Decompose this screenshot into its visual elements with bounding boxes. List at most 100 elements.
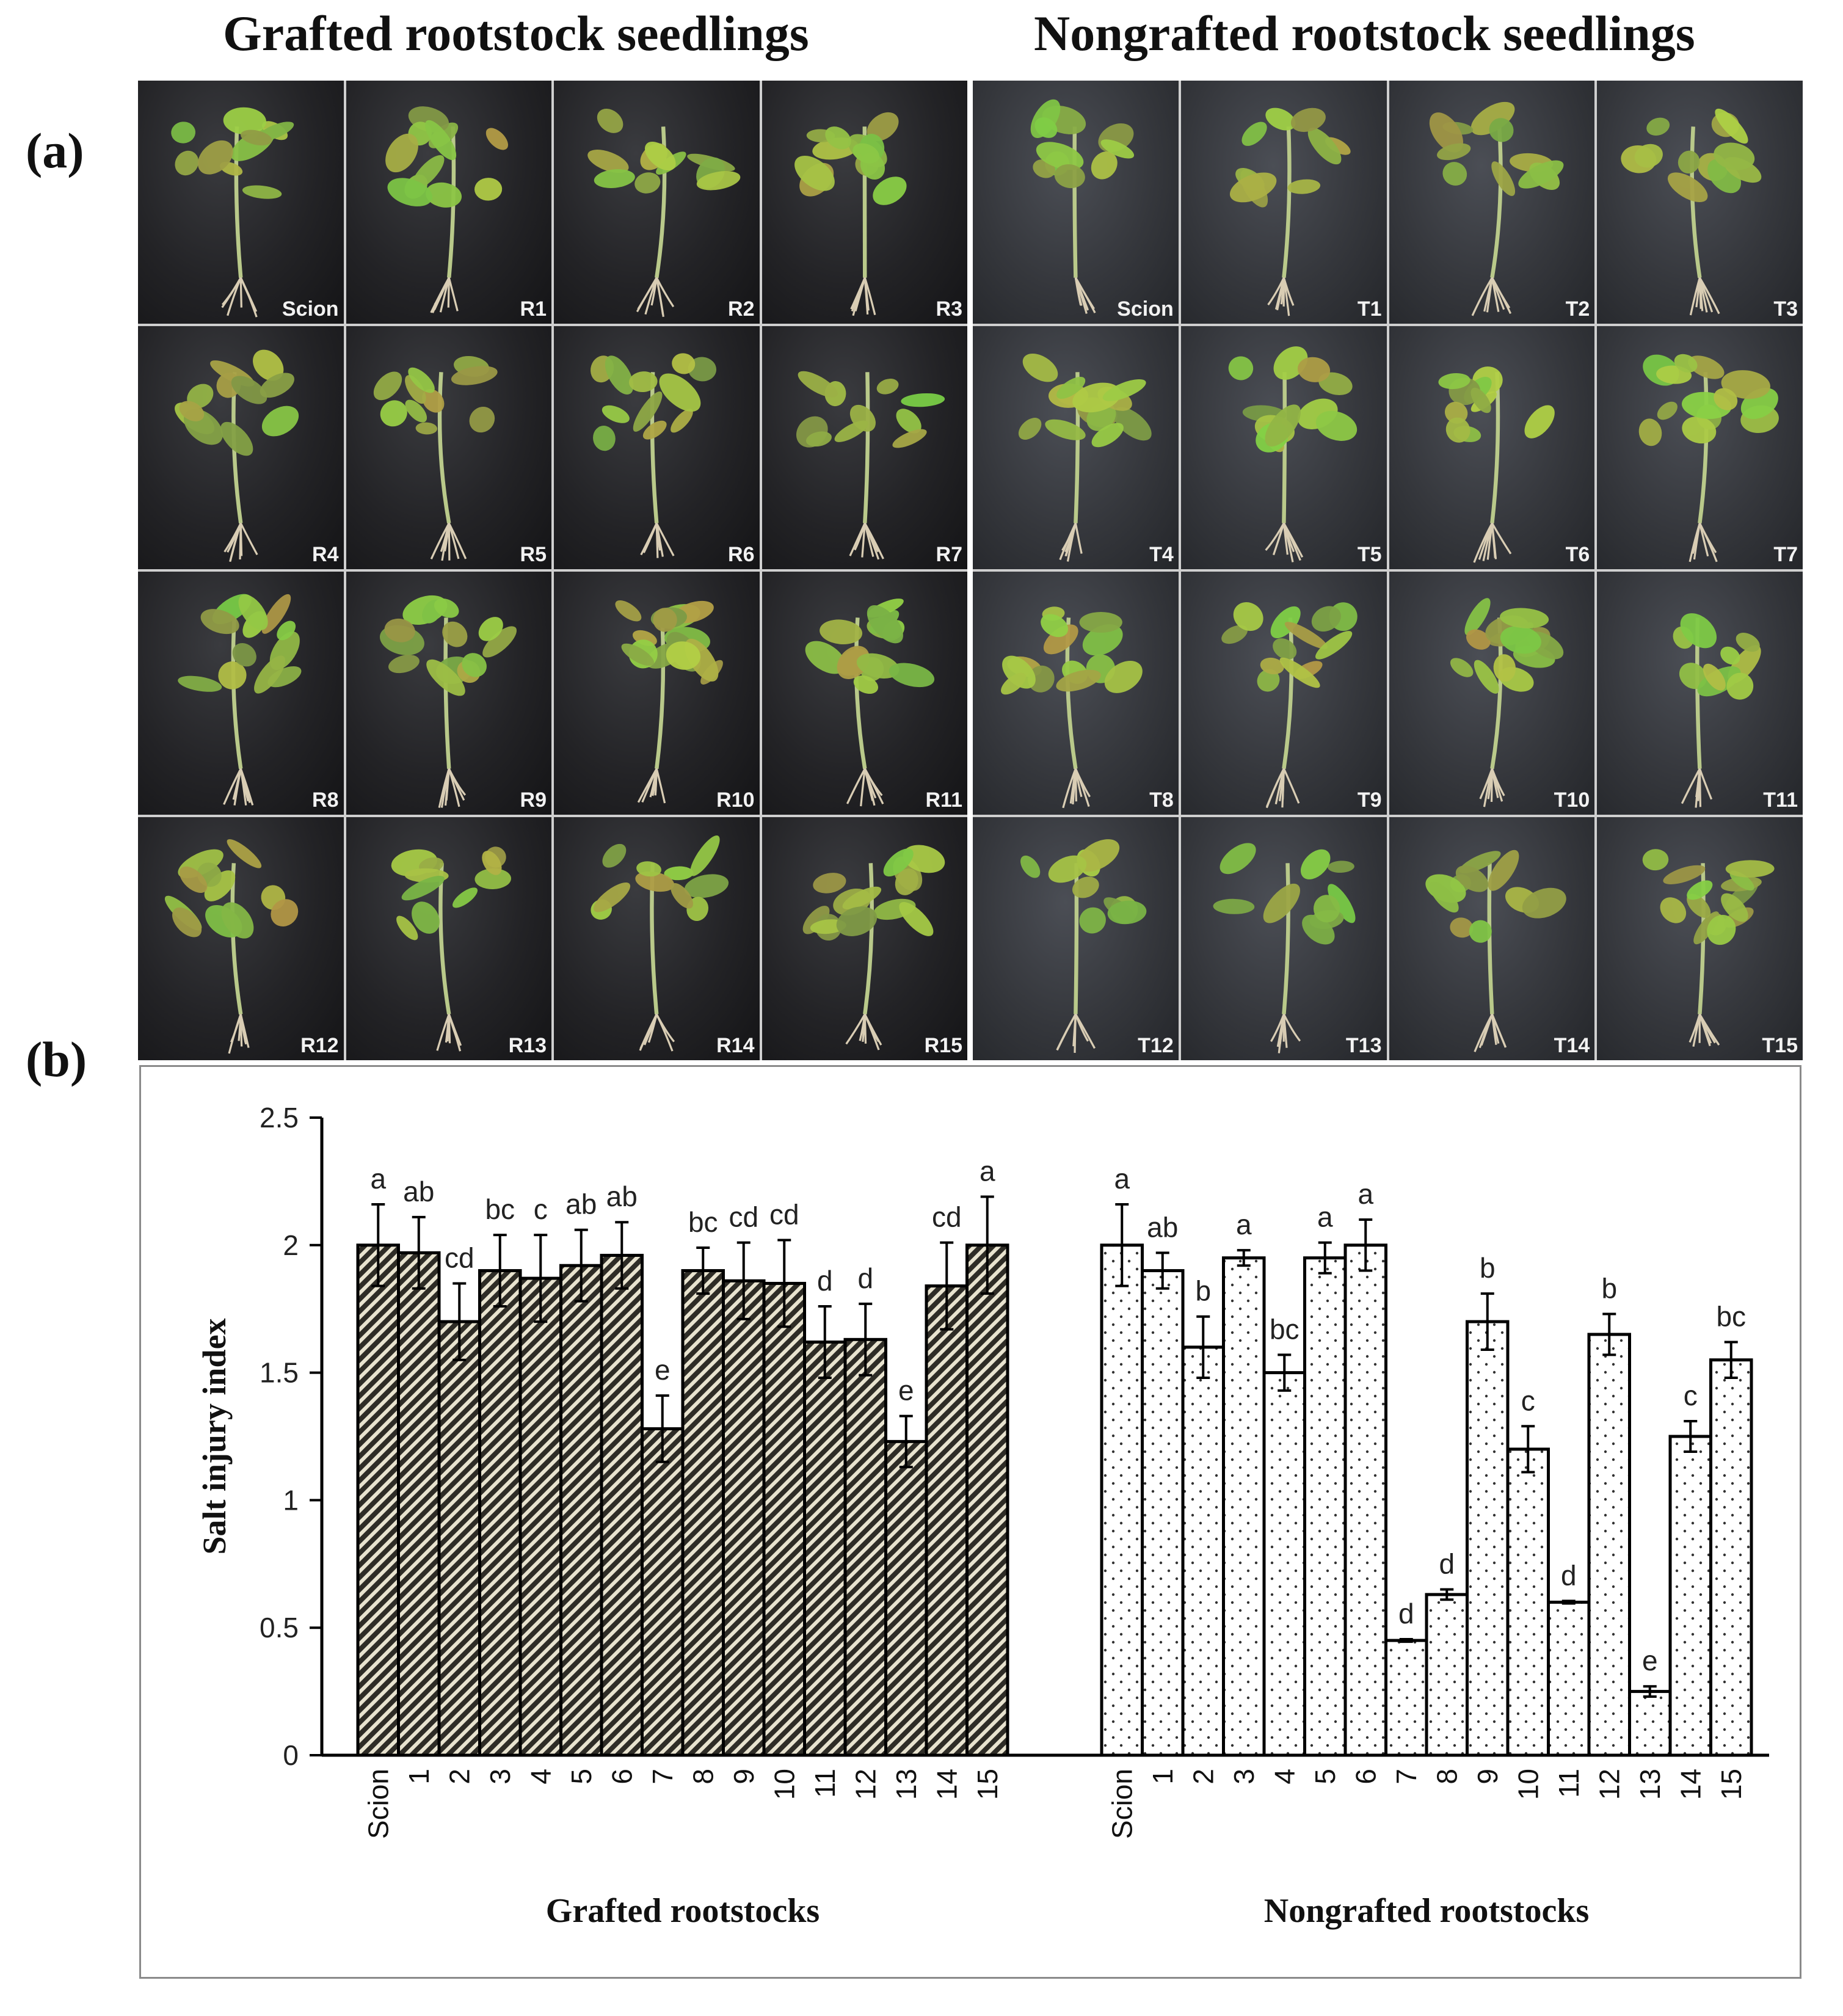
significance-letter: a: [1358, 1178, 1373, 1210]
seedling-photo: T7: [1597, 326, 1803, 569]
plant-image: [1450, 598, 1563, 807]
seedling-label: R8: [312, 788, 339, 812]
seedling-label: R3: [936, 297, 962, 321]
plant-image: [391, 846, 511, 1052]
seedling-label: T13: [1345, 1034, 1382, 1057]
chart-frame: 0 0.5 1 1.5 2 2.5 Salt injury index a Scion ab 1 cd…: [139, 1065, 1801, 1979]
seedling-photo: R2: [554, 81, 760, 324]
plant-image: [587, 108, 741, 317]
seedling-photo: R8: [138, 572, 344, 815]
seedling-photo: T12: [973, 817, 1179, 1060]
bar: [600, 1254, 644, 1757]
seedling-photo: T14: [1389, 817, 1595, 1060]
x-tick-label: 7: [647, 1769, 678, 1785]
seedling-photo: R12: [138, 817, 344, 1060]
seedling-label: R10: [716, 788, 755, 812]
plant-image: [591, 835, 729, 1052]
plant-image: [171, 107, 294, 318]
plant-image: [175, 349, 299, 562]
x-tick-label: 13: [1634, 1769, 1666, 1800]
nongrafted-title: Nongrafted rootstock seedlings: [1034, 5, 1695, 61]
seedling-photo: R14: [554, 817, 760, 1060]
bar: [559, 1264, 603, 1757]
seedling-photo: R1: [346, 81, 551, 324]
x-tick-label: 2: [443, 1769, 475, 1785]
seedling-photo: T3: [1597, 81, 1803, 324]
seedling-photo: R7: [762, 326, 967, 569]
plant-image: [164, 839, 299, 1054]
y-tick-label: 2.5: [260, 1102, 299, 1134]
seedling-label: T11: [1763, 788, 1798, 812]
significance-letter: b: [1480, 1252, 1496, 1284]
significance-letter: d: [1561, 1559, 1577, 1591]
x-tick-label: 5: [1309, 1769, 1341, 1785]
plant-image: [1020, 839, 1147, 1053]
x-tick-label: 9: [728, 1769, 760, 1785]
x-tick-label: 10: [1512, 1769, 1544, 1800]
plant-image: [1621, 108, 1762, 316]
y-axis-label: Salt injury index: [196, 1318, 233, 1554]
bar: [803, 1340, 847, 1757]
seedling-label: Scion: [1117, 297, 1174, 321]
significance-letter: ab: [1147, 1211, 1178, 1243]
significance-letter: a: [1317, 1201, 1333, 1233]
seedling-photo: T13: [1180, 817, 1387, 1060]
significance-letter: bc: [1716, 1300, 1746, 1332]
bar: [1709, 1358, 1753, 1757]
y-tick-label: 0.5: [260, 1612, 299, 1643]
seedling-photo: T5: [1180, 326, 1387, 569]
significance-letter: a: [1236, 1209, 1252, 1240]
bar: [1466, 1320, 1510, 1757]
x-tick-label: 11: [1553, 1769, 1585, 1798]
x-tick-label: 4: [1268, 1769, 1300, 1785]
x-tick-label: 8: [687, 1769, 719, 1785]
significance-letter: c: [1521, 1385, 1535, 1416]
seedling-label: T4: [1149, 543, 1174, 566]
bar: [397, 1251, 441, 1757]
bar: [884, 1439, 928, 1757]
x-tick-label: 14: [931, 1769, 962, 1800]
bar: [722, 1279, 766, 1757]
seedling-photo: T8: [973, 572, 1179, 815]
plant-image: [615, 600, 723, 804]
seedling-label: R9: [520, 788, 547, 812]
seedling-label: Scion: [282, 297, 339, 321]
seedling-photo: T10: [1389, 572, 1595, 815]
plant-image: [1429, 101, 1563, 316]
significance-letter: c: [534, 1193, 548, 1225]
plant-image: [1673, 613, 1761, 808]
seedling-photo: T1: [1180, 81, 1387, 324]
seedling-photo: Scion: [138, 81, 344, 324]
seedling-label: R13: [508, 1034, 547, 1057]
seedling-label: T12: [1138, 1034, 1174, 1057]
seedling-photo: T2: [1389, 81, 1595, 324]
x-tick-label: 14: [1674, 1769, 1706, 1800]
x-tick-label: 6: [606, 1769, 638, 1785]
x-tick-label: 15: [972, 1769, 1003, 1800]
seedling-label: R5: [520, 543, 547, 566]
significance-letter: b: [1195, 1275, 1211, 1307]
bar: [843, 1337, 887, 1757]
plant-image: [1638, 354, 1779, 562]
plant-image: [1229, 107, 1351, 316]
group-label: Nongrafted rootstocks: [1264, 1892, 1589, 1930]
significance-letter: a: [980, 1155, 995, 1187]
plant-image: [802, 845, 945, 1050]
x-tick-label: 12: [849, 1769, 881, 1800]
bar: [478, 1269, 522, 1757]
panel-b-letter: (b): [26, 1032, 87, 1087]
seedling-label: R15: [924, 1034, 962, 1057]
x-tick-label: 5: [565, 1769, 597, 1785]
x-tick-label: 3: [1228, 1769, 1260, 1785]
plant-image: [1228, 346, 1357, 562]
seedling-photo: R3: [762, 81, 967, 324]
seedling-label: T9: [1357, 788, 1382, 812]
x-tick-label: 4: [525, 1769, 556, 1785]
nongrafted-photo-grid: Scion T1 T2 T3 T4 T5 T6 T7 T8 T9 T10 T11 T12 T13 T14 T1…: [973, 81, 1803, 1060]
x-tick-label: Scion: [362, 1769, 394, 1839]
seedling-label: T1: [1357, 297, 1382, 321]
bar: [1668, 1435, 1712, 1757]
seedling-photo: T9: [1180, 572, 1387, 815]
x-tick-label: 6: [1350, 1769, 1381, 1785]
